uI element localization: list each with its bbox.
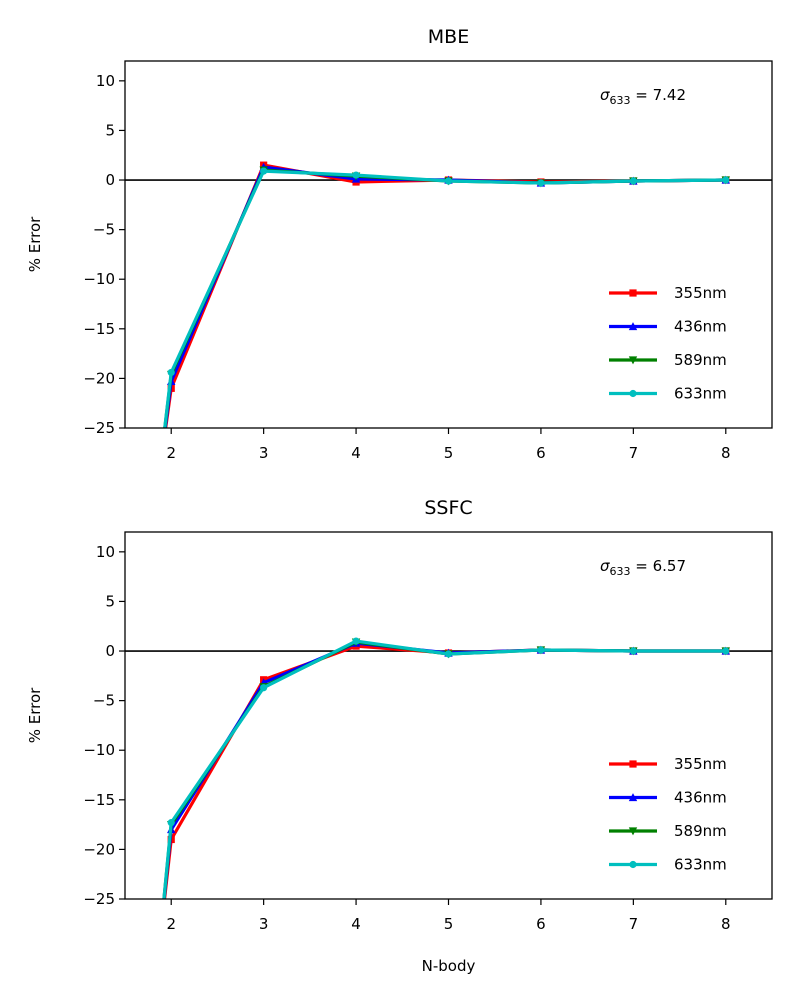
- legend-marker-589nm: [628, 356, 638, 365]
- y-tick-label: 5: [105, 121, 115, 139]
- y-tick-label: 10: [96, 72, 115, 90]
- legend: 355nm 436nm 589nm 633nm: [609, 284, 727, 403]
- data-point-633nm: [352, 171, 360, 179]
- x-axis-label: N-body: [422, 957, 476, 975]
- legend-marker-436nm: [628, 322, 638, 331]
- legend-marker-355nm: [629, 760, 637, 768]
- data-point-633nm: [722, 176, 730, 184]
- y-tick-label: −25: [83, 890, 115, 908]
- data-point-633nm: [629, 647, 637, 655]
- data-point-633nm: [260, 684, 268, 692]
- x-tick-label: 2: [166, 915, 176, 933]
- legend-label: 436nm: [674, 318, 727, 336]
- series-line-589nm: [162, 640, 726, 899]
- y-tick-label: −20: [83, 369, 115, 387]
- x-tick-label: 6: [536, 915, 546, 933]
- legend-label: 633nm: [674, 856, 727, 874]
- series-line-633nm: [163, 169, 726, 428]
- y-tick-label: −10: [83, 270, 115, 288]
- series-line-633nm: [162, 639, 726, 899]
- x-tick-label: 3: [259, 444, 269, 462]
- legend-label: 633nm: [674, 385, 727, 403]
- x-tick-label: 2: [166, 444, 176, 462]
- legend-marker-633nm: [629, 860, 637, 869]
- sigma-subscript: 633: [610, 94, 631, 107]
- legend-marker-436nm: [628, 793, 638, 802]
- sigma-subscript: 633: [610, 565, 631, 578]
- legend-label: 436nm: [674, 789, 727, 807]
- y-tick-label: 0: [105, 171, 115, 189]
- y-tick-label: −20: [83, 840, 115, 858]
- data-point-633nm: [167, 819, 175, 827]
- x-tick-label: 4: [351, 444, 361, 462]
- y-tick-label: −15: [83, 320, 115, 338]
- x-tick-label: 7: [629, 915, 639, 933]
- y-axis-label: % Error: [26, 216, 44, 272]
- legend-marker-633nm: [629, 389, 637, 398]
- data-point-633nm: [352, 637, 360, 645]
- y-tick-label: −5: [93, 221, 115, 239]
- data-point-633nm: [167, 368, 175, 377]
- legend-label: 589nm: [674, 351, 727, 369]
- data-point-633nm: [444, 177, 453, 185]
- legend-marker-355nm: [629, 289, 637, 297]
- data-point-633nm: [260, 167, 268, 175]
- x-tick-label: 7: [629, 444, 639, 462]
- chart-panel-mbe: MBE % Error 10 5 0 −5 −10 −15 −20 −25 2 3 4 5 6 7 8 σ633 …: [26, 26, 773, 462]
- sigma-symbol: σ: [600, 557, 610, 575]
- legend-label: 589nm: [674, 822, 727, 840]
- sigma-value: = 6.57: [631, 557, 687, 575]
- sigma-annotation: σ633 = 7.42: [600, 86, 686, 107]
- x-tick-label: 8: [721, 444, 731, 462]
- chart-panel-ssfc: SSFC % Error N-body 10 5 0 −5 −10 −15 −20 −25 2 3 4 5 6…: [26, 497, 773, 975]
- x-tick-label: 6: [536, 444, 546, 462]
- plot-frame: [124, 531, 773, 900]
- data-point-633nm: [537, 646, 545, 654]
- chart-title: MBE: [428, 26, 469, 48]
- y-tick-label: 0: [105, 642, 115, 660]
- sigma-annotation: σ633 = 6.57: [600, 557, 686, 578]
- x-tick-label: 3: [259, 915, 269, 933]
- legend-marker-589nm: [628, 827, 638, 836]
- x-tick-label: 8: [721, 915, 731, 933]
- plot-area: [163, 161, 730, 428]
- y-axis-label: % Error: [26, 687, 44, 743]
- series-line-436nm: [162, 641, 726, 899]
- y-tick-label: −10: [83, 741, 115, 759]
- data-point-633nm: [537, 179, 545, 187]
- y-tick-label: −25: [83, 419, 115, 437]
- plot-frame: [124, 60, 773, 429]
- sigma-symbol: σ: [600, 86, 610, 104]
- data-point-633nm: [629, 177, 637, 185]
- x-tick-label: 5: [444, 915, 454, 933]
- data-point-633nm: [722, 647, 730, 655]
- y-tick-label: 10: [96, 543, 115, 561]
- plot-area: [162, 637, 730, 899]
- sigma-value: = 7.42: [631, 86, 687, 104]
- legend-label: 355nm: [674, 755, 727, 773]
- y-tick-label: 5: [105, 592, 115, 610]
- legend-label: 355nm: [674, 284, 727, 302]
- data-point-633nm: [444, 650, 453, 658]
- series-line-355nm: [162, 644, 726, 899]
- x-tick-label: 4: [351, 915, 361, 933]
- chart-title: SSFC: [424, 497, 472, 519]
- legend: 355nm 436nm 589nm 633nm: [609, 755, 727, 874]
- y-tick-label: −5: [93, 692, 115, 710]
- y-tick-label: −15: [83, 791, 115, 809]
- x-tick-label: 5: [444, 444, 454, 462]
